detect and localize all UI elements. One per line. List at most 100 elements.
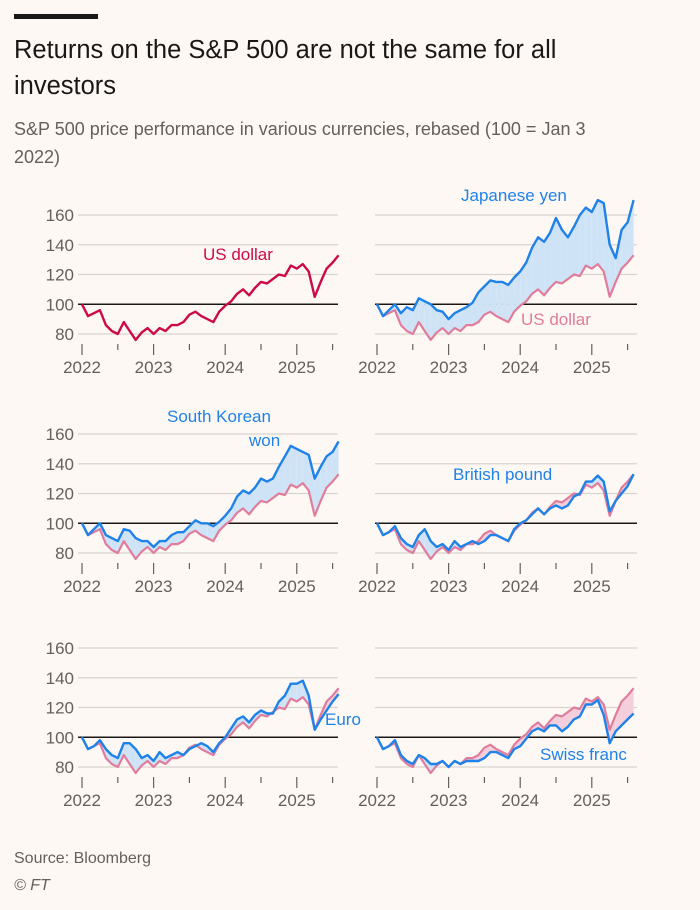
x-tick-label: 2022 (63, 791, 101, 810)
difference-fill (550, 217, 556, 288)
difference-fill (454, 310, 461, 332)
x-tick-label: 2024 (206, 358, 244, 377)
y-tick-label: 80 (55, 325, 74, 344)
series-line-us-dollar-compare (376, 254, 635, 341)
difference-fill (544, 232, 551, 296)
difference-fill (296, 448, 303, 488)
series-line-us-dollar-compare (376, 473, 635, 561)
series-label-british-pound: British pound (453, 465, 553, 484)
chart-subtitle: S&P 500 price performance in various cur… (14, 119, 586, 167)
series-line-south-korean (80, 440, 340, 549)
difference-fill (627, 200, 634, 263)
difference-fill (135, 538, 142, 559)
difference-fill (567, 707, 574, 727)
y-tick-label: 140 (46, 455, 74, 474)
x-tick-label: 2024 (501, 577, 539, 596)
difference-fill (484, 280, 491, 315)
difference-fill (284, 683, 291, 709)
difference-fill (615, 229, 622, 282)
difference-fill (272, 466, 279, 498)
y-tick-label: 100 (46, 514, 74, 533)
difference-fill (609, 714, 616, 744)
copyright: © FT (14, 877, 50, 894)
difference-fill (117, 529, 124, 553)
y-tick-label: 160 (46, 639, 74, 658)
y-tick-label: 100 (46, 295, 74, 314)
y-tick-label: 120 (46, 485, 74, 504)
difference-fill (424, 301, 431, 340)
difference-fill (538, 237, 545, 296)
series-label-us-dollar-compare: US dollar (521, 310, 591, 329)
x-tick-label: 2024 (501, 358, 539, 377)
difference-fill (141, 541, 148, 552)
difference-fill (284, 445, 291, 495)
difference-fill (123, 743, 130, 765)
difference-fill (573, 215, 580, 276)
difference-fill (261, 478, 267, 503)
series-line-british-pound (375, 473, 635, 552)
source-note: Source: Bloomberg (14, 850, 151, 867)
difference-fill (183, 526, 190, 542)
difference-fill (436, 310, 443, 333)
y-tick-label: 80 (55, 544, 74, 563)
difference-fill (621, 222, 628, 269)
difference-fill (621, 695, 628, 726)
difference-fill (585, 207, 592, 269)
difference-fill (412, 298, 419, 334)
difference-fill (308, 454, 315, 516)
x-tick-label: 2023 (430, 358, 468, 377)
x-tick-label: 2022 (63, 577, 101, 596)
difference-fill (556, 714, 562, 732)
x-tick-label: 2022 (63, 358, 101, 377)
difference-fill (159, 541, 166, 551)
difference-fill (502, 281, 509, 323)
x-tick-label: 2023 (430, 791, 468, 810)
x-tick-label: 2024 (206, 791, 244, 810)
difference-fill (496, 281, 503, 320)
difference-fill (266, 478, 273, 503)
series-line-japanese-yen (375, 198, 635, 321)
y-tick-label: 140 (46, 669, 74, 688)
x-tick-label: 2025 (278, 577, 316, 596)
y-tick-label: 120 (46, 266, 74, 285)
difference-fill (326, 451, 333, 488)
series-label-swiss-franc: Swiss franc (540, 745, 627, 764)
difference-fill (165, 535, 172, 551)
difference-fill (556, 217, 562, 284)
difference-fill (561, 229, 568, 284)
difference-fill (627, 688, 634, 720)
difference-fill (466, 302, 473, 326)
series-label-japanese-yen: Japanese yen (461, 186, 567, 205)
y-tick-label: 160 (46, 425, 74, 444)
difference-fill (302, 451, 309, 491)
series-label-won: won (249, 431, 281, 450)
difference-fill (406, 307, 413, 334)
difference-fill (591, 200, 598, 269)
difference-fill (207, 523, 214, 542)
series-label-south-korean: South Korean (167, 407, 271, 426)
y-tick-label: 140 (46, 236, 74, 255)
series-line-us-dollar-compare (81, 687, 340, 775)
x-tick-label: 2024 (206, 577, 244, 596)
difference-fill (296, 680, 303, 702)
difference-fill (567, 226, 574, 279)
x-tick-label: 2024 (501, 791, 539, 810)
y-tick-label: 80 (55, 758, 74, 777)
x-tick-label: 2023 (135, 577, 173, 596)
difference-fill (111, 538, 118, 553)
difference-fill (278, 695, 285, 709)
difference-fill (514, 271, 521, 312)
y-tick-label: 160 (46, 206, 74, 225)
difference-fill (478, 286, 485, 323)
difference-fill (597, 475, 604, 491)
x-tick-label: 2022 (358, 358, 396, 377)
difference-fill (597, 200, 604, 272)
difference-fill (490, 280, 497, 317)
series-label-euro: Euro (325, 710, 361, 729)
x-tick-label: 2025 (278, 358, 316, 377)
difference-fill (201, 523, 208, 539)
difference-fill (105, 749, 112, 765)
difference-fill (508, 277, 515, 323)
difference-fill (615, 701, 622, 732)
